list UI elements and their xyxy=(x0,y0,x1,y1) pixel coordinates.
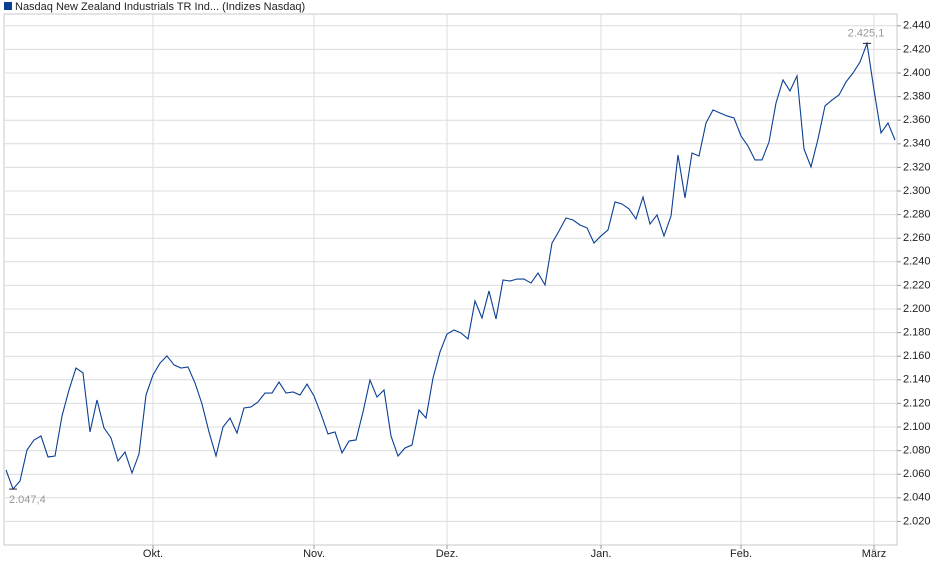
series-line xyxy=(5,41,896,491)
y-tick-label: 2.200 xyxy=(903,303,931,315)
x-tick-label: Feb. xyxy=(730,548,752,560)
y-tick-label: 2.180 xyxy=(903,327,931,339)
y-tick-label: 2.300 xyxy=(903,185,931,197)
y-tick-label: 2.100 xyxy=(903,421,931,433)
y-tick-label: 2.380 xyxy=(903,91,931,103)
legend-swatch xyxy=(4,2,12,10)
high-annotation: 2.425,1 xyxy=(848,27,885,39)
y-tick-label: 2.420 xyxy=(903,43,931,55)
legend-label: Nasdaq New Zealand Industrials TR Ind...… xyxy=(15,1,305,13)
x-tick-label: Dez. xyxy=(436,548,459,560)
y-tick-label: 2.320 xyxy=(903,161,931,173)
y-tick-label: 2.340 xyxy=(903,138,931,150)
y-tick-label: 2.140 xyxy=(903,374,931,386)
y-tick-label: 2.260 xyxy=(903,232,931,244)
x-tick-label: Okt. xyxy=(143,548,163,560)
low-annotation: 2.047,4 xyxy=(9,494,46,506)
y-tick-label: 2.220 xyxy=(903,279,931,291)
y-tick-label: 2.240 xyxy=(903,256,931,268)
y-tick-label: 2.020 xyxy=(903,515,931,527)
y-tick-label: 2.280 xyxy=(903,209,931,221)
y-tick-label: 2.060 xyxy=(903,468,931,480)
y-tick-label: 2.400 xyxy=(903,67,931,79)
x-tick-label: März xyxy=(862,548,886,560)
y-tick-label: 2.040 xyxy=(903,492,931,504)
x-tick-label: Nov. xyxy=(303,548,325,560)
y-tick-label: 2.440 xyxy=(903,20,931,32)
y-tick-label: 2.160 xyxy=(903,350,931,362)
y-tick-label: 2.120 xyxy=(903,397,931,409)
y-tick-label: 2.080 xyxy=(903,445,931,457)
plot-frame xyxy=(3,13,898,546)
y-tick-label: 2.360 xyxy=(903,114,931,126)
x-tick-label: Jan. xyxy=(591,548,612,560)
